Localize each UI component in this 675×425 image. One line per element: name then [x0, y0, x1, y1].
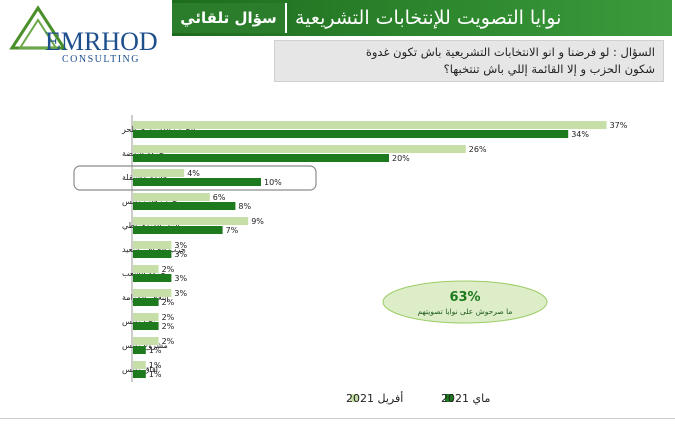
callout-value: 63% — [449, 290, 480, 305]
data-label: 10% — [264, 178, 282, 187]
bar — [133, 265, 159, 273]
legend-label: أفريل 2021 — [346, 391, 403, 405]
bar — [133, 154, 389, 162]
data-label: 3% — [174, 274, 187, 283]
emrhod-logo: EMRHOD CONSULTING — [9, 5, 158, 65]
bar — [133, 130, 569, 138]
data-label: 1% — [149, 346, 162, 355]
data-label: 2% — [162, 265, 175, 274]
bar — [133, 193, 210, 201]
bar — [133, 346, 146, 354]
highlight-box — [73, 165, 317, 191]
bar — [133, 370, 146, 378]
bar — [133, 289, 172, 297]
callout-label: ما صرحوش على نوايا تصويتهم — [418, 307, 513, 316]
category-label: حزب الصافي سعيد — [122, 245, 186, 254]
question-box: السؤال : لو فرضنا و انو الانتخابات التشر… — [274, 40, 664, 82]
bar — [133, 274, 172, 282]
data-label: 26% — [469, 145, 487, 154]
data-label: 3% — [174, 250, 187, 259]
bar — [133, 361, 146, 369]
category-label: تحيا تونس — [122, 317, 156, 326]
bar — [133, 226, 223, 234]
bar — [133, 178, 261, 186]
category-label: حركة النهضة — [122, 149, 164, 158]
category-label: مشروع تونس — [122, 341, 168, 350]
bar — [133, 202, 236, 210]
data-label: 37% — [610, 121, 628, 130]
category-label: حزب قلب تونس — [122, 197, 177, 206]
question-line-2: شكون الحزب و إلا القائمة إللي باش تنتخبه… — [443, 62, 655, 76]
category-label: التيار الديمقراطي — [122, 221, 180, 230]
data-label: 9% — [251, 217, 264, 226]
category-label: حركة الشعب — [122, 269, 166, 278]
data-label: 1% — [149, 370, 162, 379]
legend-swatch — [445, 394, 453, 402]
bar — [133, 241, 172, 249]
data-label: 34% — [571, 130, 589, 139]
callout-ellipse — [382, 280, 548, 324]
bar — [133, 121, 607, 129]
bar-group: الحزب الدستوري الحر 37% 34% حركة النهضة 26% 2… — [73, 121, 628, 379]
data-label: 3% — [174, 241, 187, 250]
data-label: 2% — [162, 337, 175, 346]
data-label: 3% — [174, 289, 187, 298]
question-line-1: السؤال : لو فرضنا و انو الانتخابات التشر… — [365, 45, 655, 59]
bar — [133, 169, 185, 177]
legend-swatch — [350, 394, 358, 402]
data-label: 6% — [213, 193, 226, 202]
data-label: 2% — [162, 313, 175, 322]
bar — [133, 322, 159, 330]
category-label: قائمة مستقلة — [122, 173, 167, 182]
bar-chart: الحزب الدستوري الحر 37% 34% حركة النهضة 26% 2… — [73, 115, 628, 405]
chart-legend: أفريل 2021 ماي 2021 — [346, 391, 490, 405]
data-label: 8% — [238, 202, 251, 211]
data-label: 2% — [162, 322, 175, 331]
bar — [133, 250, 172, 258]
data-label: 2% — [162, 298, 175, 307]
bar — [133, 337, 159, 345]
bar — [133, 313, 159, 321]
bottom-divider — [0, 418, 675, 419]
callout: 63% ما صرحوش على نوايا تصويتهم — [382, 280, 548, 324]
logo-subtitle: CONSULTING — [62, 54, 140, 65]
bar — [133, 298, 159, 306]
category-label: الحزب الدستوري الحر — [121, 125, 195, 134]
logo-name: EMRHOD — [45, 27, 158, 56]
bar — [133, 145, 466, 153]
data-label: 20% — [392, 154, 410, 163]
data-label: 7% — [226, 226, 239, 235]
data-label: 1% — [149, 361, 162, 370]
page-title: نوايا التصويت للإنتخابات التشريعية — [295, 7, 562, 29]
legend-label: ماي 2021 — [441, 392, 490, 405]
data-label: 4% — [187, 169, 200, 178]
bar — [133, 217, 249, 225]
header-tab: سؤال تلقائي — [172, 3, 287, 33]
